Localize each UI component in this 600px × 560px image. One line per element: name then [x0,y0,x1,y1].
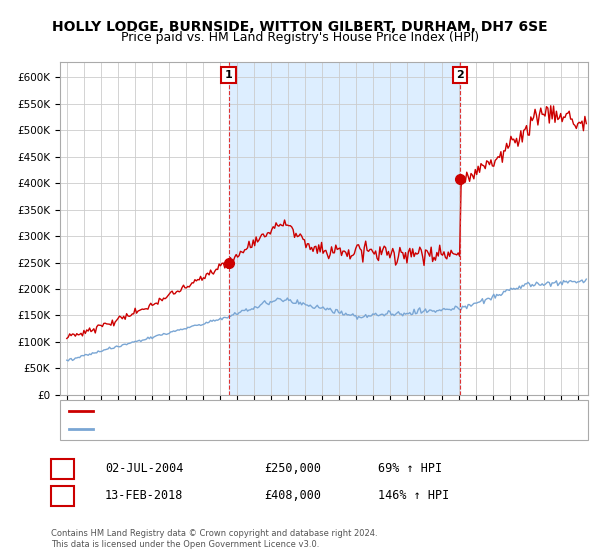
Text: 1: 1 [58,462,67,475]
Text: 13-FEB-2018: 13-FEB-2018 [105,489,184,502]
Text: £408,000: £408,000 [264,489,321,502]
Text: Contains HM Land Registry data © Crown copyright and database right 2024.
This d: Contains HM Land Registry data © Crown c… [51,529,377,549]
Text: 69% ↑ HPI: 69% ↑ HPI [378,462,442,475]
Text: 2: 2 [58,489,67,502]
Text: HPI: Average price, detached house, County Durham: HPI: Average price, detached house, Coun… [97,423,373,433]
Text: 02-JUL-2004: 02-JUL-2004 [105,462,184,475]
Text: 146% ↑ HPI: 146% ↑ HPI [378,489,449,502]
Bar [229,62,460,395]
Text: 2: 2 [457,70,464,80]
Text: 1: 1 [225,70,232,80]
Text: £250,000: £250,000 [264,462,321,475]
Text: Price paid vs. HM Land Registry's House Price Index (HPI): Price paid vs. HM Land Registry's House … [121,31,479,44]
Text: HOLLY LODGE, BURNSIDE, WITTON GILBERT, DURHAM, DH7 6SE (detached house): HOLLY LODGE, BURNSIDE, WITTON GILBERT, D… [97,407,524,417]
Text: HOLLY LODGE, BURNSIDE, WITTON GILBERT, DURHAM, DH7 6SE: HOLLY LODGE, BURNSIDE, WITTON GILBERT, D… [52,20,548,34]
